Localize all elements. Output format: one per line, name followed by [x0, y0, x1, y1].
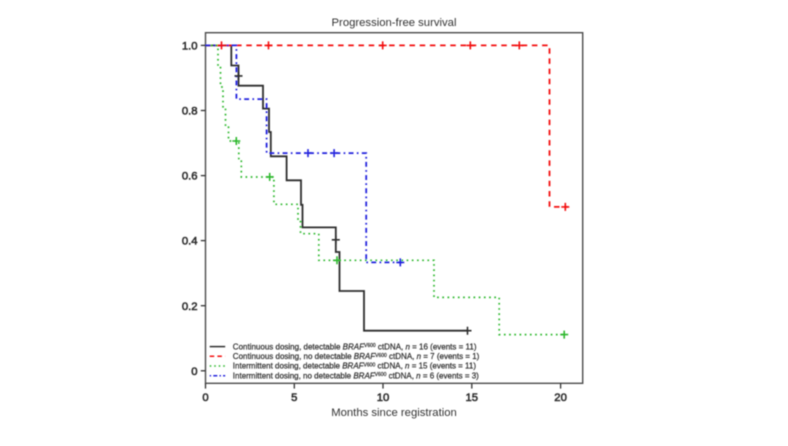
svg-text:0.4: 0.4	[182, 236, 198, 248]
svg-text:Continuous dosing, no detectab: Continuous dosing, no detectable BRAFV60…	[233, 352, 480, 361]
svg-text:15: 15	[466, 392, 479, 404]
svg-text:1.0: 1.0	[182, 41, 198, 53]
svg-text:Continuous dosing, detectable: Continuous dosing, detectable BRAFV600 c…	[233, 342, 477, 351]
svg-text:0.8: 0.8	[182, 106, 198, 118]
svg-text:0.2: 0.2	[182, 301, 198, 313]
svg-text:Progression-free survival: Progression-free survival	[332, 17, 457, 29]
svg-text:Intermittent dosing, no detect: Intermittent dosing, no detectable BRAFV…	[233, 371, 479, 380]
svg-text:10: 10	[377, 392, 390, 404]
svg-text:Months since registration: Months since registration	[331, 407, 457, 419]
svg-text:0: 0	[191, 366, 197, 378]
svg-text:5: 5	[291, 392, 297, 404]
svg-text:0.6: 0.6	[182, 171, 198, 183]
svg-text:0: 0	[202, 392, 208, 404]
svg-text:Intermittent dosing, detectabl: Intermittent dosing, detectable BRAFV600…	[233, 362, 477, 371]
svg-text:20: 20	[554, 392, 567, 404]
